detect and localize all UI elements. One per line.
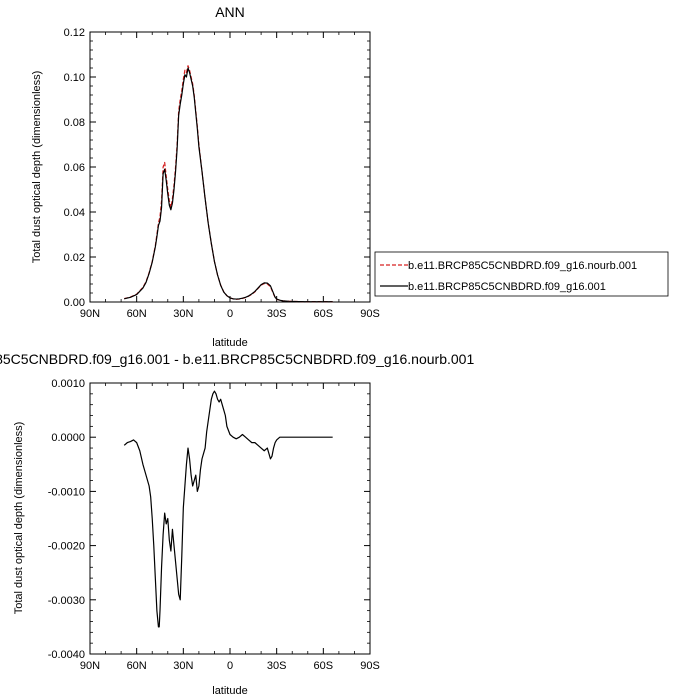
y-tick-label: 0.00: [64, 297, 85, 309]
y-tick-label: -0.0010: [48, 486, 85, 498]
bottom-series-group: [123, 390, 333, 628]
bottom-chart-title: P85C5CNBDRD.f09_g16.001 - b.e11.BRCP85C5…: [0, 351, 474, 367]
bottom-chart: P85C5CNBDRD.f09_g16.001 - b.e11.BRCP85C5…: [0, 351, 474, 697]
x-tick-label: 0: [227, 308, 233, 320]
y-tick-label: 0.10: [64, 72, 85, 84]
bottom-x-ticks: 90N 60N 30N 0 30S 60S 90S: [80, 383, 380, 672]
x-tick-label: 30N: [173, 308, 193, 320]
x-tick-label: 90N: [80, 660, 100, 672]
y-tick-label: 0.0010: [51, 378, 85, 390]
x-tick-label: 30N: [173, 660, 193, 672]
top-chart-title: ANN: [215, 4, 245, 20]
legend-label-base: b.e11.BRCP85C5CNBDRD.f09_g16.001: [408, 281, 606, 293]
top-y-axis-label: Total dust optical depth (dimensionless): [31, 71, 43, 264]
top-y-ticks: 0.00 0.02 0.04 0.06 0.08 0.10 0.12: [64, 27, 370, 309]
y-tick-label: 0.08: [64, 117, 85, 129]
series-line-0: [124, 65, 333, 303]
bottom-plot-frame: [89, 382, 371, 655]
x-tick-label: 90S: [360, 660, 380, 672]
bottom-x-axis-label: latitude: [212, 685, 247, 697]
y-tick-label: 0.0000: [51, 432, 85, 444]
legend-box: [374, 251, 669, 297]
top-series-group: [124, 65, 333, 303]
top-x-ticks: 90N 60N 30N 0 30S 60S 90S: [80, 32, 380, 320]
y-tick-label: -0.0040: [48, 649, 85, 661]
y-tick-label: 0.04: [64, 207, 85, 219]
y-tick-label: -0.0020: [48, 541, 85, 553]
top-plot-frame: [89, 31, 371, 303]
x-tick-label: 60N: [127, 308, 147, 320]
x-tick-label: 0: [227, 660, 233, 672]
y-tick-label: 0.02: [64, 252, 85, 264]
top-chart: ANN 90N 60N 30N 0 30S 60S 90S 0.00 0.02 0.04 0.06…: [31, 4, 380, 349]
y-tick-label: 0.06: [64, 162, 85, 174]
legend-label-nourb: b.e11.BRCP85C5CNBDRD.f09_g16.nourb.001: [408, 260, 637, 272]
x-tick-label: 30S: [267, 660, 287, 672]
y-tick-label: -0.0030: [48, 595, 85, 607]
legend: b.e11.BRCP85C5CNBDRD.f09_g16.nourb.001 b…: [374, 251, 669, 297]
x-tick-label: 60S: [314, 308, 334, 320]
x-tick-label: 90S: [360, 308, 380, 320]
bottom-y-axis-label: Total dust optical depth (dimensionless): [13, 422, 25, 615]
series-line-0: [123, 390, 333, 628]
top-x-axis-label: latitude: [212, 337, 247, 349]
x-tick-label: 90N: [80, 308, 100, 320]
x-tick-label: 60S: [314, 660, 334, 672]
bottom-y-ticks: -0.0040 -0.0030 -0.0020 -0.0010 0.0000 0.0010: [48, 378, 370, 661]
x-tick-label: 30S: [267, 308, 287, 320]
y-tick-label: 0.12: [64, 27, 85, 39]
x-tick-label: 60N: [127, 660, 147, 672]
series-line-1: [124, 67, 333, 303]
